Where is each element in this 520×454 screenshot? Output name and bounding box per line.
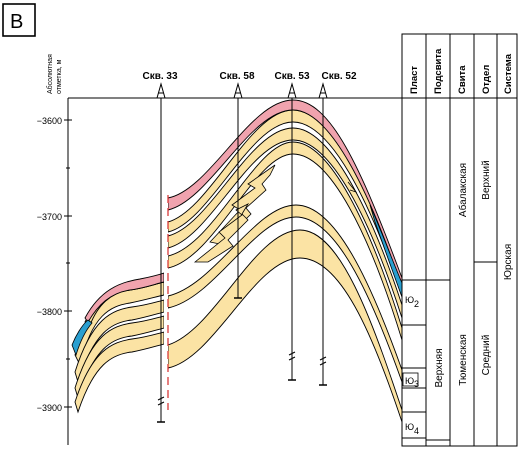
stratigraphic-column: Пласт Подсвита Свита Отдел Система Ю 2 Ю…	[401, 33, 518, 447]
plast-label-u3: Ю 3	[405, 376, 419, 389]
axis-title-line1: Абсолютная	[46, 54, 54, 94]
plast-label-u4: Ю 4	[405, 422, 419, 436]
well-label-58: Скв. 58	[219, 71, 254, 82]
otdel-sredniy: Средний	[481, 335, 492, 376]
section-right	[168, 99, 403, 423]
derrick-icon	[318, 82, 328, 99]
svg-text:2: 2	[414, 299, 419, 309]
panel-letter-box: B	[2, 3, 36, 37]
svg-text:4: 4	[414, 426, 419, 436]
axis-title-line2: отметка, м	[56, 59, 63, 94]
col-head-otdel: Отдел	[481, 65, 492, 94]
svg-text:Ю: Ю	[405, 376, 414, 386]
col-head-plast: Пласт	[409, 66, 420, 94]
otdel-verkhniy: Верхний	[481, 160, 492, 199]
well-label-33: Скв. 33	[142, 71, 177, 82]
blue-lens-left	[71, 319, 93, 357]
svg-text:Ю: Ю	[405, 422, 414, 432]
derrick-icon	[287, 82, 297, 99]
svita-tyumenskaya: Тюменская	[458, 334, 469, 386]
panel-letter: B	[10, 11, 23, 33]
tick-label-3600: −3600	[37, 116, 62, 126]
left-band-4	[74, 331, 164, 414]
svita-abalakskaya: Абалакская	[457, 163, 469, 217]
left-band-3	[74, 315, 164, 400]
wells: Скв. 33 Скв. 58 Скв. 53 Скв. 52	[142, 71, 357, 423]
left-band-2	[74, 299, 164, 384]
well-label-53: Скв. 53	[274, 71, 309, 82]
tick-label-3700: −3700	[37, 212, 62, 222]
podsvita-verkhnyaya: Верхняя	[434, 348, 445, 387]
tick-label-3800: −3800	[37, 307, 62, 317]
well-label-52: Скв. 52	[321, 71, 356, 82]
pinchout-lens-2	[193, 203, 250, 263]
section-left	[71, 272, 164, 414]
svg-text:3: 3	[414, 379, 419, 389]
col-head-podsvita: Подсвита	[433, 48, 444, 94]
svg-text:Ю: Ю	[405, 295, 414, 305]
pink-layer-left	[84, 272, 164, 323]
depth-axis: Абсолютная отметка, м −3600 −3700 −3800 …	[37, 54, 410, 445]
plast-label-u2: Ю 2	[405, 295, 419, 309]
col-head-sistema: Система	[503, 53, 514, 94]
arrow-marker-1	[347, 181, 358, 193]
tick-label-3900: −3900	[37, 403, 62, 413]
col-head-svita: Свита	[457, 65, 468, 94]
derrick-icon	[156, 82, 166, 99]
sistema-yurskaya: Юрская	[503, 244, 514, 280]
derrick-icon	[233, 82, 243, 99]
